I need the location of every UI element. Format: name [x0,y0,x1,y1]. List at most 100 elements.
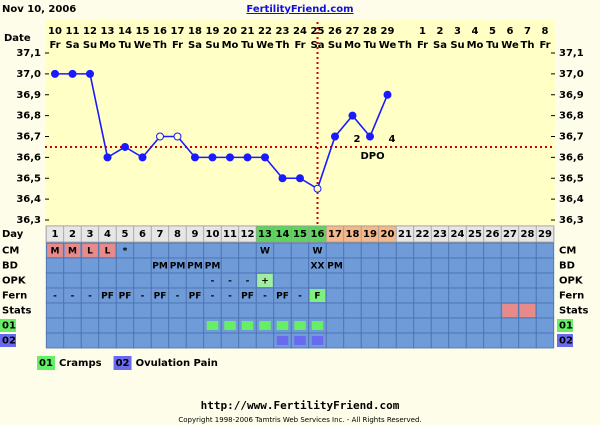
row-cell [325,317,345,334]
y-tick-label: 36,5 [16,173,41,184]
row-cell [168,242,187,259]
temp-point [243,153,252,162]
day: 28 [521,229,535,240]
header-date: Nov 10, 2006 [2,4,76,15]
row-cell [413,272,432,289]
day: 13 [258,229,272,240]
date: 12 [83,26,97,37]
row-cell [430,332,450,349]
date: 24 [293,26,307,37]
row-label-bg-right [557,334,573,347]
temp-point [156,132,164,141]
row-cell [325,302,345,319]
row-cell [395,257,415,274]
row-cell [448,257,467,274]
row-cell [63,272,82,289]
dpo-number: 4 [389,134,396,145]
row-cell [220,257,240,274]
row-cell [168,272,187,289]
row-cell [413,317,432,334]
row-cell-text: M [68,247,77,257]
row-cell [535,302,555,319]
row-cell-text: - [228,277,232,287]
weekday: We [501,40,519,51]
day: 23 [433,229,447,240]
row-cell [378,242,397,259]
row-cell [133,302,152,319]
date: 17 [171,26,185,37]
y-tick-label: 36,4 [16,194,41,205]
temp-point [226,153,234,162]
day: 10 [206,229,220,240]
row-cell [203,242,222,259]
date: 28 [363,26,377,37]
day: 16 [311,229,325,240]
day: 14 [276,229,290,240]
row-cell [535,332,555,349]
row-cell [343,272,362,289]
day: 1 [52,229,59,240]
row-cell [255,302,275,319]
row-cell-text: - [298,292,302,302]
temp-point [366,132,374,141]
row-cell-text: + [261,277,269,287]
weekday: Th [398,40,412,51]
row-cell [150,332,170,349]
row-cell [308,302,327,319]
row-cell-text: - [88,292,92,302]
row-cell [360,317,380,334]
row-cell [325,332,345,349]
row-cell-text: PM [152,262,168,272]
row-cell [150,272,170,289]
temp-point [383,90,392,99]
row-cell [45,302,65,319]
y-tick-label: 36,6 [16,152,41,163]
day: 21 [398,229,412,240]
day: 19 [363,229,377,240]
weekday: Fr [417,40,428,51]
row-cell [80,302,100,319]
row-cell-mark [99,244,116,257]
row-cell-text: XX [311,262,325,272]
row-cell-mark [309,289,326,302]
date: 4 [472,26,479,37]
row-cell-text: F [314,292,320,302]
row-cell [290,242,310,259]
weekday: Sa [433,40,447,51]
row-cell-text: L [105,247,111,257]
day-label: Day [2,229,24,240]
weekday: Su [83,40,97,51]
row-cell [343,332,362,349]
weekday: We [379,40,397,51]
row-label-bg-right [557,319,573,332]
row-cell [150,242,170,259]
temp-point [331,132,339,141]
temp-point [261,153,269,162]
row-cell-mark [64,244,81,257]
row-cell [203,302,222,319]
row-cell [378,287,397,304]
weekday: We [256,40,274,51]
row-cell [115,272,135,289]
row-cell-mark [47,244,63,257]
row-cell-mark [276,321,289,330]
row-cell [238,242,257,259]
weekday: Fr [294,40,305,51]
row-cell-text: - [211,292,215,302]
day: 4 [104,229,111,240]
row-cell [273,257,292,274]
row-cell [500,317,520,334]
temp-point [86,69,94,78]
row-cell [360,242,380,259]
site-link[interactable]: FertilityFriend.com [246,4,353,15]
row-cell [80,332,100,349]
y-tick-label: 36,8 [16,111,41,122]
row-label: Stats [2,306,32,317]
footer-url[interactable]: http://www.FertilityFriend.com [201,399,400,412]
row-cell-text: - [246,277,250,287]
row-label-right: 01 [559,321,573,332]
y-tick-label-right: 36,6 [559,152,584,163]
row-cell [273,242,292,259]
date: 27 [346,26,360,37]
